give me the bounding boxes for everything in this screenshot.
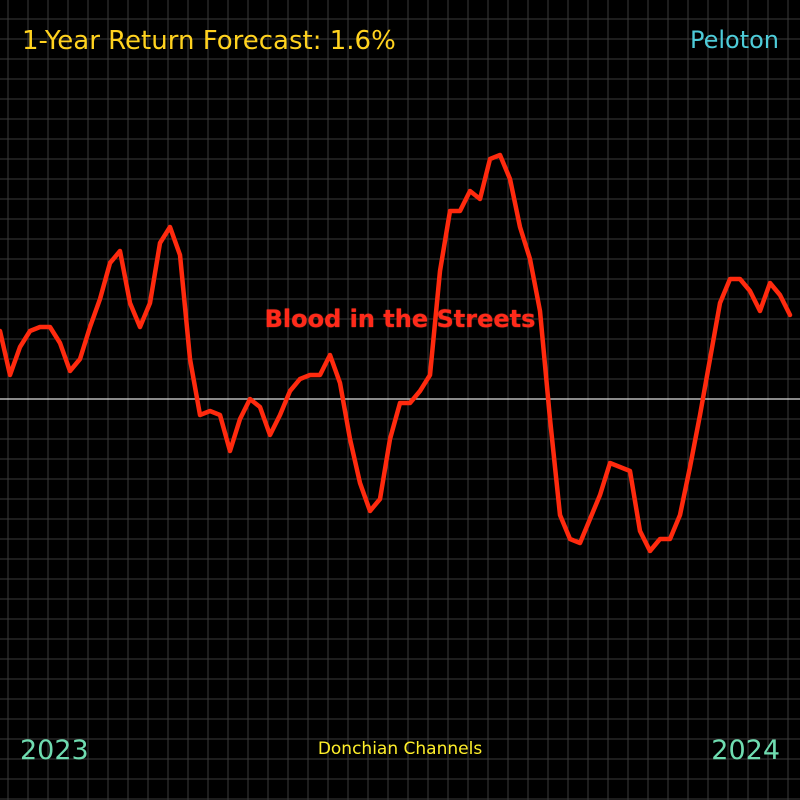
x-start-label: 2023 [20,735,89,766]
footer-source-label: Donchian Channels [317,739,483,759]
chart-annotation: Blood in the Streets [264,305,536,333]
x-end-label: 2024 [711,735,780,766]
chart-title: 1-Year Return Forecast: 1.6% [22,26,396,56]
series-line [0,152,793,554]
ticker-label: Peloton [689,26,779,54]
